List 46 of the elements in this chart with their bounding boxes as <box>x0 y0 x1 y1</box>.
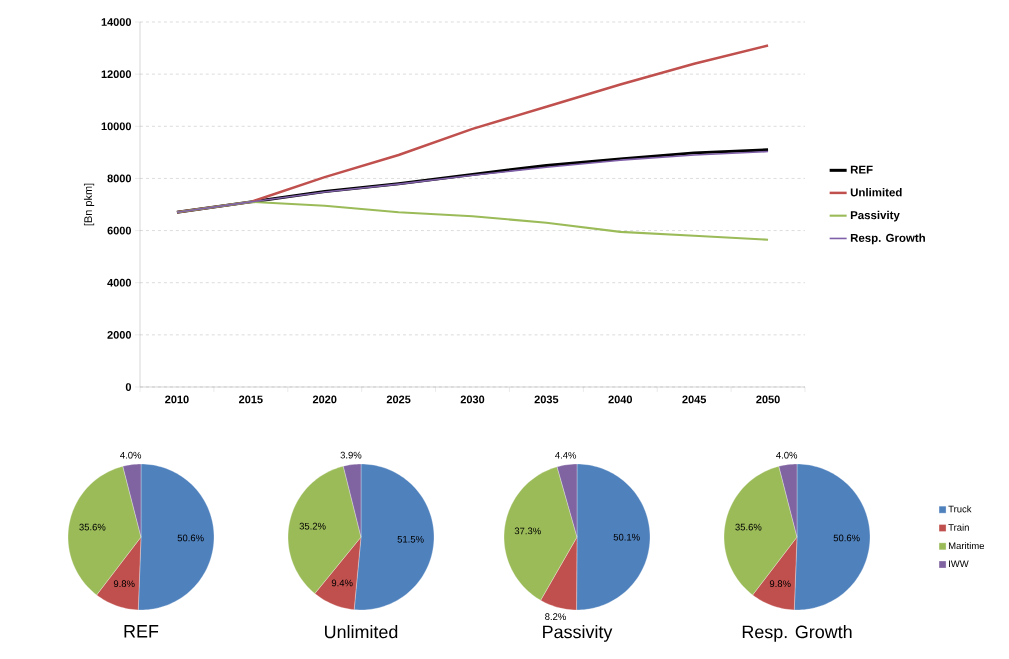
legend-label: REF <box>850 165 873 174</box>
data-label: 50.1% <box>613 533 640 541</box>
legend-label: Resp. Growth <box>850 233 925 245</box>
x-tick-label: 2040 <box>608 395 633 404</box>
text: Passivity <box>543 625 613 642</box>
text: Resp. Growth <box>742 625 852 642</box>
x-tick-label: 2010 <box>165 395 189 404</box>
legend-label: Unlimited <box>850 188 902 197</box>
y-tick-label: 6000 <box>107 226 132 235</box>
x-tick-label: 2015 <box>239 395 263 404</box>
x-tick-label: 2050 <box>756 395 780 404</box>
y-tick-label: 0 <box>125 383 132 391</box>
text: REF <box>124 625 159 638</box>
x-tick-label: 2020 <box>312 395 337 404</box>
y-tick-label: 14000 <box>101 18 132 26</box>
y-tick-label: 12000 <box>101 70 132 79</box>
y-tick-label: 8000 <box>107 174 132 183</box>
legend-label: IWW <box>949 560 969 568</box>
legend-label: Truck <box>948 505 972 513</box>
data-label: 3.9% <box>340 451 362 459</box>
y-tick-label: 10000 <box>101 122 132 131</box>
y-tick-label: 2000 <box>107 330 132 339</box>
legend-label: Train <box>948 523 969 531</box>
data-label: 8.2% <box>545 613 566 620</box>
data-label: 35.6% <box>735 523 762 531</box>
data-label: 50.6% <box>177 534 204 542</box>
data-label: 35.6% <box>79 523 106 531</box>
data-label: 4.4% <box>555 451 577 459</box>
x-tick-label: 2030 <box>460 395 485 404</box>
y-axis-title: [Bn pkm] <box>83 183 95 226</box>
x-tick-label: 2045 <box>682 395 707 404</box>
data-label: 9.8% <box>113 580 135 588</box>
y-tick-label: 4000 <box>107 278 132 287</box>
text: Unlimited <box>325 625 398 639</box>
data-label: 50.6% <box>833 534 860 542</box>
data-label: 9.8% <box>769 580 791 588</box>
data-label: 51.5% <box>397 536 424 543</box>
data-label: 4.0% <box>776 451 798 459</box>
x-tick-label: 2035 <box>534 395 559 404</box>
legend-label: Maritime <box>948 542 985 550</box>
data-label: 4.0% <box>120 451 142 459</box>
data-label: 9.4% <box>331 579 353 587</box>
legend-label: Passivity <box>850 210 900 222</box>
data-label: 35.2% <box>299 522 326 530</box>
x-tick-label: 2025 <box>386 395 411 404</box>
data-label: 37.3% <box>514 527 541 535</box>
